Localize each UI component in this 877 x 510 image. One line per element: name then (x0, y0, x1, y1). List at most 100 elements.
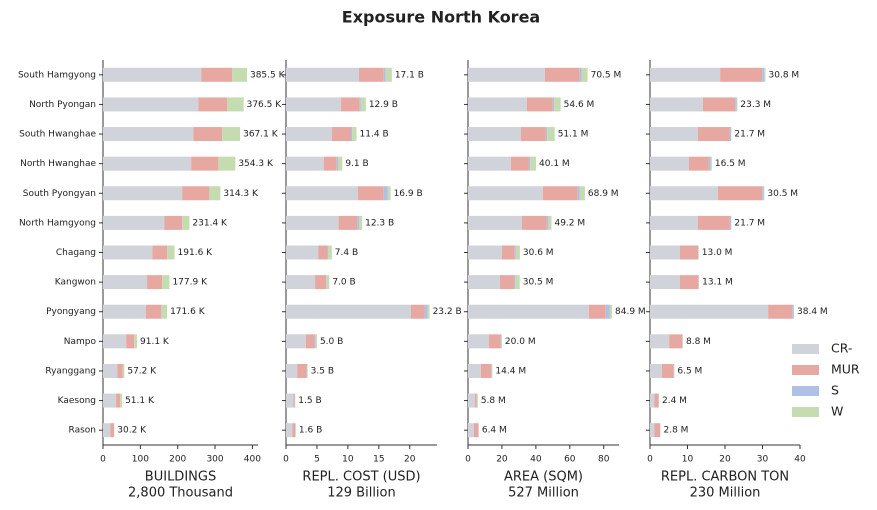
bar-segment (103, 304, 146, 319)
bar-segment (328, 245, 332, 260)
total-label: 9.1 B (345, 159, 368, 169)
bar-segment (286, 393, 294, 408)
bar-segment (650, 304, 769, 319)
bar-segment (764, 67, 766, 82)
bar-segment (526, 97, 553, 112)
total-label: 40.1 M (539, 159, 570, 169)
bar-segment (359, 215, 363, 230)
bar-segment (468, 127, 521, 142)
total-label: 20.0 M (505, 337, 536, 347)
bar-segment (579, 67, 582, 82)
bar-segment (286, 156, 324, 171)
bar-segment (307, 363, 308, 378)
bar-segment (152, 245, 168, 260)
total-label: 6.4 M (482, 426, 507, 436)
bar-segment (286, 423, 293, 438)
total-label: 21.7 M (734, 130, 765, 140)
bar-segment (424, 304, 428, 319)
y-tick-label: Chagang (56, 248, 96, 258)
legend-label: W (831, 404, 843, 419)
bar-segment (103, 67, 202, 82)
y-tick-label: Rason (69, 426, 96, 436)
bar-segment (359, 97, 361, 112)
y-tick-label: North Pyongan (29, 100, 96, 110)
bar-segment (117, 363, 123, 378)
bar-segment (468, 97, 527, 112)
bar-segment (650, 215, 698, 230)
bar-segment (468, 245, 502, 260)
bar-segment (577, 186, 580, 201)
x-axis-label: REPL. COST (USD) (302, 470, 420, 485)
x-tick-label: 0 (283, 455, 289, 465)
bar-segment (331, 127, 351, 142)
bar-segment (198, 97, 228, 112)
bar-segment (161, 304, 168, 319)
bar-segment (708, 156, 711, 171)
bar-segment (116, 393, 121, 408)
bar-segment (650, 393, 655, 408)
bar-segment (218, 156, 236, 171)
bar-segment (650, 97, 703, 112)
total-label: 177.9 K (172, 278, 208, 288)
bar-segment (201, 67, 233, 82)
bar-segment (710, 156, 712, 171)
bar-segment (314, 334, 316, 349)
total-label: 16.5 M (715, 159, 746, 169)
bar-segment (468, 304, 589, 319)
bar-segment (650, 156, 689, 171)
bar-segment (360, 97, 366, 112)
bar-segment (609, 304, 613, 319)
bar-segment (650, 245, 680, 260)
bar-segment (513, 275, 515, 290)
bar-segment (110, 423, 115, 438)
bar-segment (191, 156, 219, 171)
bar-segment (164, 215, 183, 230)
bar-segment (286, 334, 306, 349)
bar-segment (427, 304, 430, 319)
total-label: 68.9 M (588, 189, 619, 199)
bar-segment (650, 363, 662, 378)
bar-segment (763, 186, 765, 201)
bar-segment (702, 97, 736, 112)
bar-segment (338, 215, 358, 230)
bar-segment (489, 334, 501, 349)
bar-segment (315, 275, 327, 290)
bar-segment (554, 97, 561, 112)
bar-segment (337, 156, 343, 171)
total-label: 21.7 M (734, 218, 765, 228)
total-label: 16.9 B (394, 189, 423, 199)
bar-segment (193, 127, 223, 142)
bar-segment (501, 334, 502, 349)
total-label: 7.4 B (335, 248, 358, 258)
y-tick-label: South Pyongyan (23, 189, 96, 199)
bar-segment (654, 423, 661, 438)
x-tick-label: 300 (206, 455, 223, 465)
total-label: 51.1 K (125, 396, 155, 406)
bar-segment (544, 67, 580, 82)
bar-segment (510, 156, 529, 171)
legend-swatch (792, 386, 819, 396)
total-label: 12.3 B (365, 218, 394, 228)
bar-segment (468, 275, 500, 290)
bar-segment (232, 67, 247, 82)
total-label: 30.5 M (767, 189, 798, 199)
total-label: 30.2 K (117, 426, 147, 436)
y-tick-label: Ryanggang (45, 366, 96, 376)
total-label: 54.6 M (564, 100, 595, 110)
bar-segment (227, 97, 244, 112)
total-label: 13.1 M (702, 278, 733, 288)
bar-segment (530, 156, 537, 171)
bar-segment (720, 67, 763, 82)
x-tick-label: 10 (682, 455, 694, 465)
total-label: 3.5 B (311, 366, 334, 376)
bar-segment (103, 127, 194, 142)
bar-segment (306, 363, 308, 378)
total-label: 314.3 K (223, 189, 259, 199)
total-label: 14.4 M (495, 366, 526, 376)
bar-segment (286, 67, 360, 82)
bar-segment (762, 67, 765, 82)
bar-segment (588, 304, 606, 319)
total-label: 385.5 K (250, 70, 286, 80)
legend-swatch (792, 407, 819, 417)
